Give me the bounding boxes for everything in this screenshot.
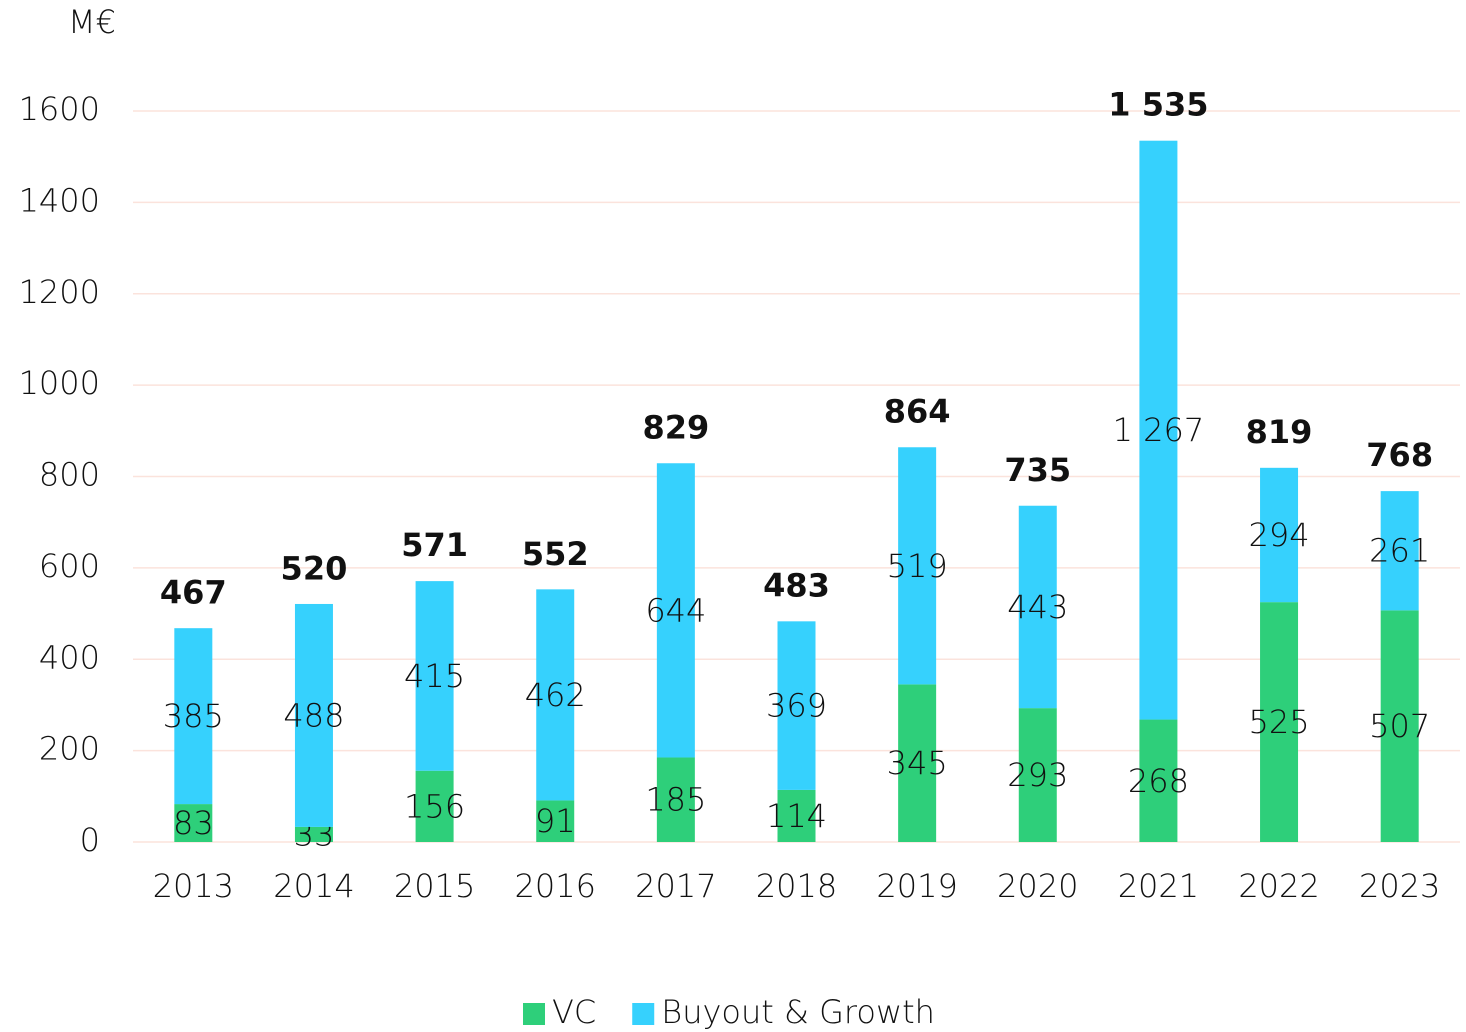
x-tick-label: 2014 <box>273 867 354 905</box>
total-label: 552 <box>522 535 589 573</box>
data-label: 345 <box>887 744 948 782</box>
data-label: 261 <box>1369 532 1430 570</box>
data-label: 156 <box>404 787 465 825</box>
y-tick-label: 800 <box>39 456 100 494</box>
total-label: 520 <box>281 549 348 587</box>
total-label: 864 <box>884 392 951 430</box>
x-tick-label: 2018 <box>756 867 837 905</box>
data-label: 294 <box>1249 516 1310 554</box>
total-label: 1 535 <box>1108 86 1208 124</box>
x-tick-label: 2013 <box>153 867 234 905</box>
data-label: 114 <box>766 797 827 835</box>
bar-segment <box>294 826 333 842</box>
bar-segment <box>1260 467 1299 603</box>
data-label: 462 <box>525 676 586 714</box>
data-label: 268 <box>1128 762 1189 800</box>
x-tick-label: 2022 <box>1238 867 1319 905</box>
data-label: 525 <box>1249 703 1310 741</box>
bar-segment <box>777 789 816 842</box>
total-label: 467 <box>160 574 227 612</box>
total-label: 735 <box>1004 451 1071 489</box>
x-tick-label: 2019 <box>876 867 957 905</box>
data-label: 1 267 <box>1113 411 1205 449</box>
bar-segment <box>777 621 816 790</box>
x-tick-label: 2023 <box>1359 867 1440 905</box>
data-label: 83 <box>173 804 214 842</box>
data-label: 507 <box>1369 707 1430 745</box>
bar-segment <box>898 447 937 685</box>
bar-segment <box>1139 719 1178 842</box>
bar-segment <box>1018 708 1057 842</box>
y-tick-label: 1400 <box>19 181 100 219</box>
data-label: 185 <box>645 781 706 819</box>
data-label: 293 <box>1007 756 1068 794</box>
bar-segment <box>656 463 695 758</box>
data-label: 385 <box>163 697 224 735</box>
bar-segment <box>1380 491 1419 611</box>
x-tick-label: 2016 <box>515 867 596 905</box>
bar-segment <box>1380 610 1419 842</box>
bar-segment <box>536 800 575 842</box>
data-label: 91 <box>535 802 576 840</box>
legend-swatch <box>523 1003 545 1025</box>
bar-segment <box>415 770 454 842</box>
y-tick-label: 0 <box>80 821 100 859</box>
data-label: 369 <box>766 687 827 725</box>
bar-segment <box>898 684 937 842</box>
bar-segment <box>1139 140 1178 720</box>
data-label: 443 <box>1007 588 1068 626</box>
legend-label: VC <box>552 993 596 1031</box>
total-label: 768 <box>1366 436 1433 474</box>
y-tick-label: 1200 <box>19 273 100 311</box>
x-tick-label: 2017 <box>635 867 716 905</box>
legend-swatch <box>632 1003 655 1025</box>
y-tick-label: 200 <box>39 730 100 768</box>
total-label: 483 <box>763 566 830 604</box>
bar-segment <box>536 589 575 801</box>
bar-segment <box>1018 505 1057 709</box>
bar-segment <box>294 603 333 827</box>
y-axis-label: M€ <box>68 3 116 41</box>
data-label: 519 <box>887 547 948 585</box>
bar-segment <box>174 628 213 805</box>
total-label: 571 <box>401 526 468 564</box>
x-tick-label: 2015 <box>394 867 475 905</box>
data-label: 488 <box>283 696 344 734</box>
data-label: 415 <box>404 657 465 695</box>
bar-segment <box>1260 602 1299 842</box>
y-tick-label: 400 <box>39 638 100 676</box>
total-label: 829 <box>642 408 709 446</box>
y-tick-label: 1600 <box>19 90 100 128</box>
legend-label: Buyout & Growth <box>661 993 935 1031</box>
bar-segment <box>174 804 213 842</box>
bar-segment <box>415 581 454 771</box>
data-label: 644 <box>645 591 706 629</box>
y-tick-label: 600 <box>39 547 100 585</box>
x-tick-label: 2021 <box>1118 867 1199 905</box>
total-label: 819 <box>1246 413 1313 451</box>
x-tick-label: 2020 <box>997 867 1078 905</box>
bar-segment <box>656 757 695 842</box>
y-tick-label: 1000 <box>19 364 100 402</box>
